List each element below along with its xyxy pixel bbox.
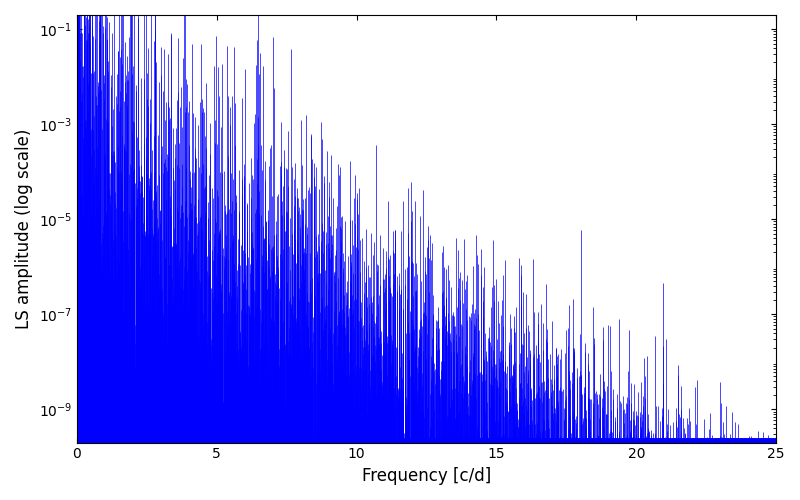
Y-axis label: LS amplitude (log scale): LS amplitude (log scale) [15, 128, 33, 329]
X-axis label: Frequency [c/d]: Frequency [c/d] [362, 467, 491, 485]
